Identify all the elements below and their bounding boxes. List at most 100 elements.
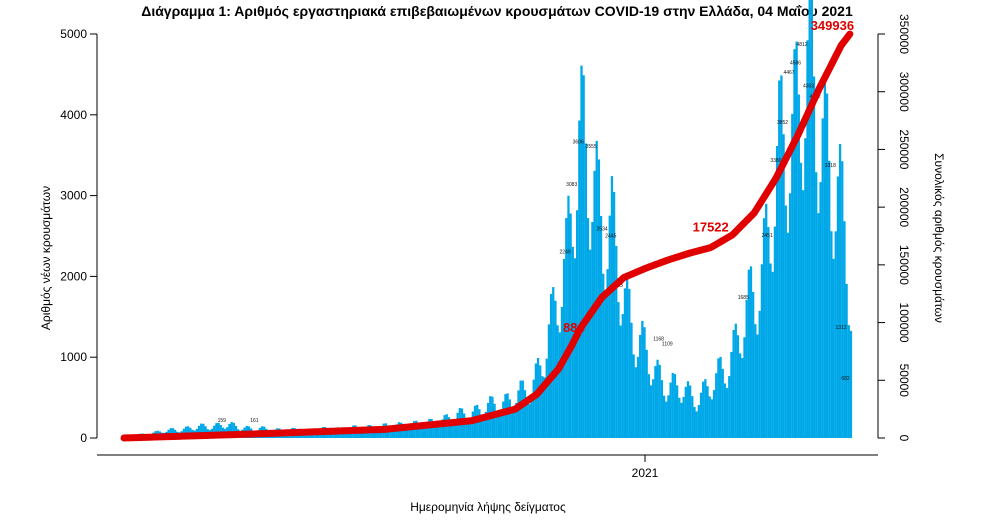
bars-layer [124,0,853,439]
bar [560,306,564,438]
bar [771,271,774,438]
bar [184,426,188,438]
bar [406,429,409,438]
bar [556,325,559,438]
bar [767,227,770,438]
bar [730,351,733,438]
bar [632,354,635,438]
bar [669,382,672,438]
bar [619,325,622,438]
bar [378,429,381,438]
bar [545,358,548,438]
right-y-axis: 0 50000 100000 150000 200000 250000 300000 3500… [877,14,911,442]
bar [528,404,531,438]
right-tick-label: 0 [897,435,911,442]
bar-value-label: 4812 [796,42,807,48]
bar [480,414,483,438]
bar [712,390,716,438]
bar-value-label: 2445 [605,233,616,239]
right-tick-label: 350000 [897,14,911,54]
bar [530,395,533,438]
bar [830,231,833,438]
bar [780,75,783,439]
bar [541,376,544,438]
bar [582,75,585,438]
bar [465,419,468,438]
bar [202,423,205,438]
bar [630,322,633,438]
bar [649,385,653,438]
bar [621,314,624,438]
bar [704,379,707,438]
bar [823,77,827,439]
bar-value-label: 2249 [560,249,571,255]
bar-value-label: 1312 [836,325,847,331]
cumulative-annotation: 17522 [693,220,729,235]
bar [219,424,222,438]
bar [441,419,444,438]
bar [508,399,511,438]
bar [565,218,568,438]
bar [517,390,520,438]
left-tick-label: 1000 [60,350,87,364]
cumulative-annotation: 884 [563,320,585,335]
bar [521,380,524,438]
bar-value-label: 161 [250,418,259,424]
bar [373,430,377,438]
bar [758,310,761,438]
bar [788,193,792,438]
bar [421,427,424,438]
bar [782,134,785,439]
bar [680,402,683,438]
bar [784,205,787,438]
right-y-axis-label: Συνολικός αριθμός κρουσμάτων [932,153,946,323]
bar [815,172,818,439]
bar [569,213,572,438]
bar [502,401,505,438]
cumulative-line [120,30,854,442]
bar [749,266,753,438]
bar [802,190,805,438]
annotations-layer: 884 17522 349936 [563,18,854,335]
bar-value-label: 1109 [662,341,673,347]
bar-value-label: 4303 [803,83,814,89]
right-tick-label: 200000 [897,187,911,227]
bar [558,332,561,438]
bar [408,427,411,438]
bar [591,222,594,438]
bar [682,396,685,438]
bar [773,226,777,438]
bar [549,293,553,438]
bar-value-label: 3606 [573,140,584,146]
bar [634,367,637,438]
bar [817,213,820,438]
right-tick-label: 100000 [897,303,911,343]
bar [391,429,394,438]
bar [410,424,414,438]
bar [576,210,579,438]
bar [645,349,648,438]
bar [330,431,333,438]
bar [702,381,705,438]
bar [169,428,172,438]
bar [523,390,527,438]
bar [625,274,629,438]
bar [793,49,796,438]
bar [699,392,703,438]
left-tick-label: 3000 [60,189,87,203]
bar [573,258,577,438]
bar [584,143,587,438]
left-y-axis: 0 1000 2000 3000 4000 5000 [60,27,98,445]
bar-value-label: 4467 [783,70,794,76]
bar [612,191,616,438]
bar [706,386,709,438]
bar [810,0,813,439]
bar [845,283,848,438]
bar [562,258,566,438]
bar [606,269,609,438]
bar [843,221,846,438]
bar [539,365,542,438]
bar [795,41,798,438]
x-axis: 2021 [97,454,878,480]
bar-value-label: 3318 [825,163,836,169]
